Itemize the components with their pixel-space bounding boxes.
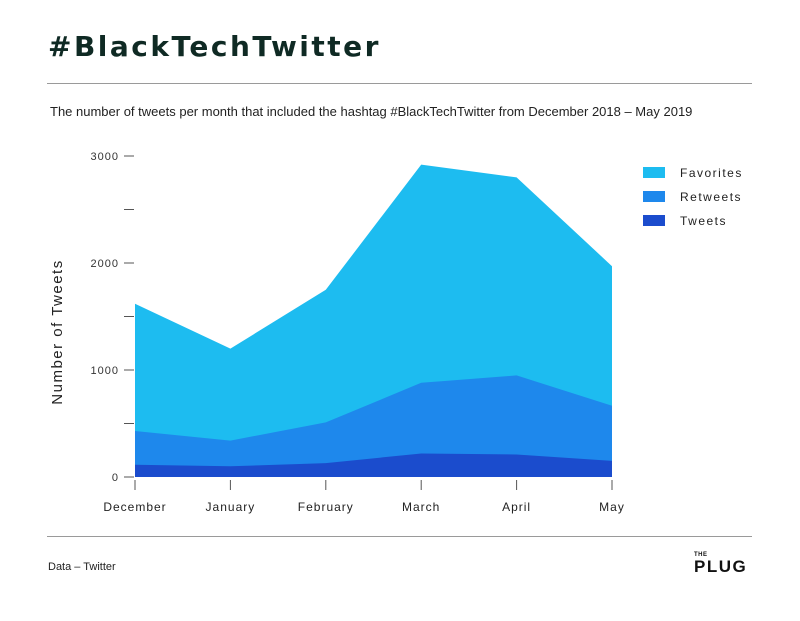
logo-name: PLUG: [694, 557, 748, 576]
chart-legend: Favorites Retweets Tweets: [643, 166, 743, 228]
y-tick-label: 3000: [91, 151, 119, 163]
legend-swatch-retweets: [643, 191, 665, 202]
area-retweets: [135, 375, 612, 477]
x-tick-label: February: [298, 500, 354, 514]
x-tick-label: April: [502, 500, 531, 514]
x-tick-label: December: [103, 500, 166, 514]
page-title: #BlackTechTwitter: [48, 30, 381, 63]
data-source: Data – Twitter: [48, 561, 116, 573]
brand-logo: THE PLUG: [694, 552, 747, 576]
area-tweets: [135, 453, 612, 477]
y-axis: 0 1000 2000 3000: [91, 151, 134, 484]
legend-swatch-tweets: [643, 215, 665, 226]
x-axis: December January February March April May: [103, 480, 625, 514]
y-tick-label: 1000: [91, 365, 119, 377]
x-tick-label: January: [206, 500, 256, 514]
logo-small-text: THE: [694, 552, 708, 558]
y-tick-label: 0: [112, 472, 119, 484]
y-axis-label: Number of Tweets: [49, 259, 66, 404]
footer-divider: [47, 536, 752, 537]
x-tick-label: March: [402, 500, 440, 514]
legend-label-favorites: Favorites: [680, 166, 743, 180]
legend-label-tweets: Tweets: [680, 214, 727, 228]
title-divider: [47, 83, 752, 84]
legend-label-retweets: Retweets: [680, 190, 742, 204]
chart-subtitle: The number of tweets per month that incl…: [50, 104, 693, 119]
chart-areas: [135, 164, 612, 477]
y-tick-label: 2000: [91, 258, 119, 270]
x-tick-label: May: [599, 500, 625, 514]
legend-swatch-favorites: [643, 167, 665, 178]
